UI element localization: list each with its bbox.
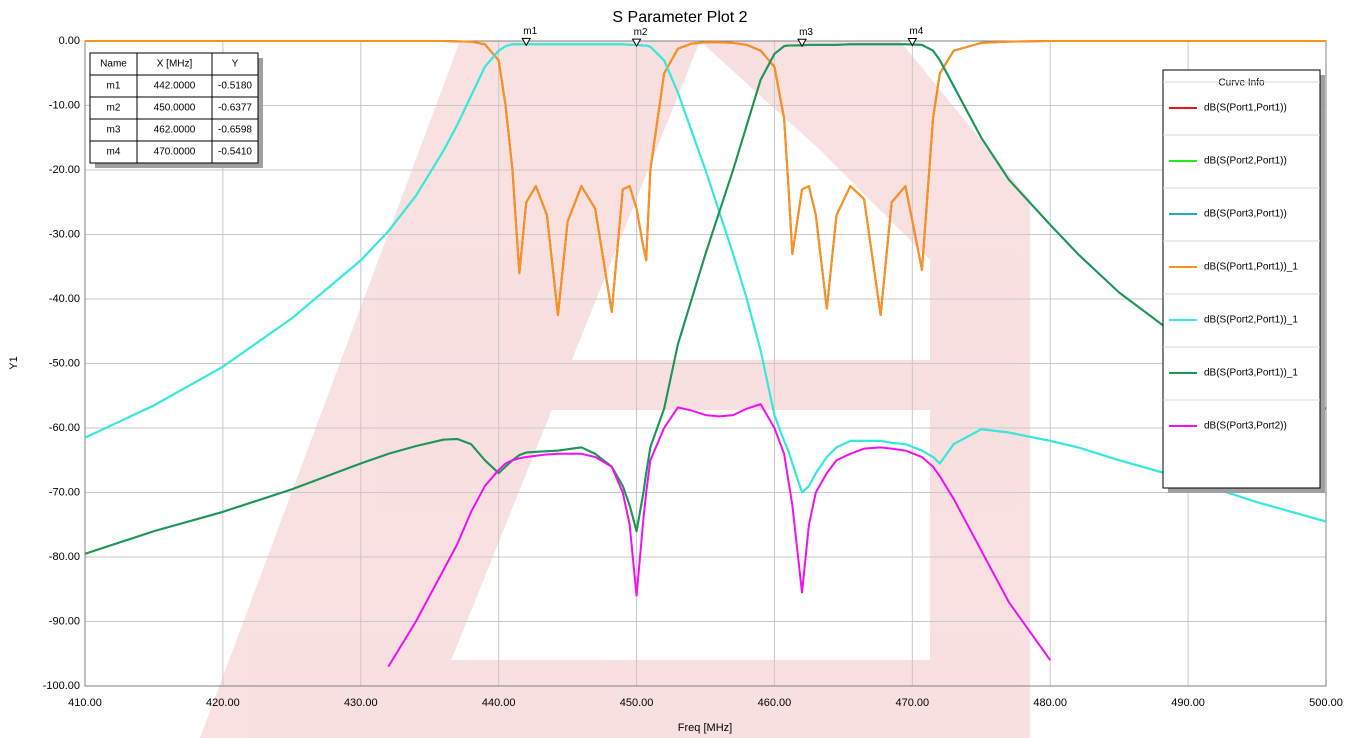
- y-tick-label: -20.00: [49, 164, 80, 176]
- legend-label: dB(S(Port3,Port1)): [1204, 209, 1287, 220]
- y-tick-label: 0.00: [59, 35, 80, 47]
- table-cell: m1: [107, 81, 121, 92]
- watermark-stroke: [380, 660, 1000, 738]
- marker-triangle: [521, 37, 532, 47]
- table-box: [89, 52, 259, 164]
- marker-triangle: [631, 38, 642, 48]
- x-tick-label: 430.00: [344, 697, 378, 709]
- x-tick-label: 460.00: [758, 697, 792, 709]
- watermark-stroke: [700, 41, 1030, 738]
- marker-label: m3: [799, 27, 813, 38]
- y-tick-label: -60.00: [49, 422, 80, 434]
- x-tick-label: 440.00: [482, 697, 516, 709]
- table-cell: 450.0000: [154, 103, 196, 114]
- y-tick-label: -80.00: [49, 551, 80, 563]
- x-tick-label: 500.00: [1309, 697, 1343, 709]
- table-header: Y: [232, 59, 239, 70]
- watermark: [200, 41, 1030, 738]
- x-tick-label: 480.00: [1033, 697, 1067, 709]
- table-cell: -0.6598: [218, 125, 252, 136]
- curve: [84, 43, 1327, 555]
- marker-label: m1: [523, 26, 537, 37]
- x-tick-label: 410.00: [68, 697, 102, 709]
- legend-box: [1162, 69, 1321, 489]
- x-axis-label: Freq [MHz]: [678, 722, 732, 734]
- table-cell: -0.5180: [218, 81, 252, 92]
- curve: [84, 43, 1327, 523]
- x-tick-label: 470.00: [896, 697, 930, 709]
- y-tick-label: -70.00: [49, 486, 80, 498]
- legend: Curve Info dB(S(Port1,Port1)) dB(S(Port2,P…: [1162, 69, 1325, 493]
- y-tick-label: -30.00: [49, 228, 80, 240]
- y-tick-label: -40.00: [49, 293, 80, 305]
- table-cell: -0.5410: [218, 147, 252, 158]
- y-tick-label: -90.00: [49, 615, 80, 627]
- curve: [84, 43, 1327, 523]
- x-tick-label: 420.00: [206, 697, 240, 709]
- legend-label: dB(S(Port2,Port1)): [1204, 156, 1287, 167]
- y-axis-label: Y1: [8, 356, 20, 369]
- watermark-stroke: [200, 41, 700, 738]
- plot-frame: [84, 40, 1327, 687]
- table-cell: m3: [107, 125, 121, 136]
- curve: [85, 40, 1326, 317]
- legend-label: dB(S(Port1,Port1)): [1204, 103, 1287, 114]
- table-cell: 442.0000: [154, 81, 196, 92]
- watermark-stroke: [460, 360, 1000, 410]
- curve: [387, 403, 1052, 668]
- table-header: X [MHz]: [157, 59, 193, 70]
- axes: 410.00 420.00 430.00 440.00 450.00 460.00 470.…: [43, 35, 1343, 709]
- table-cell: m4: [107, 147, 121, 158]
- y-tick-label: -50.00: [49, 357, 80, 369]
- legend-label: dB(S(Port3,Port2)): [1204, 421, 1287, 432]
- x-tick-label: 450.00: [620, 697, 654, 709]
- x-tick-label: 490.00: [1171, 697, 1205, 709]
- legend-label: dB(S(Port1,Port1))_1: [1204, 262, 1298, 273]
- table-cell: m2: [107, 103, 121, 114]
- legend-title: Curve Info: [1218, 78, 1265, 89]
- curve: [85, 40, 1326, 317]
- legend-label: dB(S(Port2,Port1))_1: [1204, 315, 1298, 326]
- y-tick-label: -10.00: [49, 99, 80, 111]
- curves: [84, 40, 1327, 668]
- table-cell: 462.0000: [154, 125, 196, 136]
- legend-label: dB(S(Port3,Port1))_1: [1204, 368, 1298, 379]
- marker-label: m4: [909, 26, 923, 37]
- table-cell: 470.0000: [154, 147, 196, 158]
- table-header: Name: [100, 59, 127, 70]
- marker-triangle: [797, 38, 807, 48]
- y-tick-label: -100.00: [43, 680, 80, 692]
- markers: m1 m2 m3 m4: [521, 26, 924, 48]
- table-cell: -0.6377: [218, 103, 252, 114]
- marker-triangle: [907, 37, 918, 47]
- chart-title: S Parameter Plot 2: [612, 9, 747, 26]
- marker-label: m2: [634, 27, 648, 38]
- marker-table: Name X [MHz] Ym1 442.0000 -0.5180 m2 450.0000 -…: [89, 52, 263, 168]
